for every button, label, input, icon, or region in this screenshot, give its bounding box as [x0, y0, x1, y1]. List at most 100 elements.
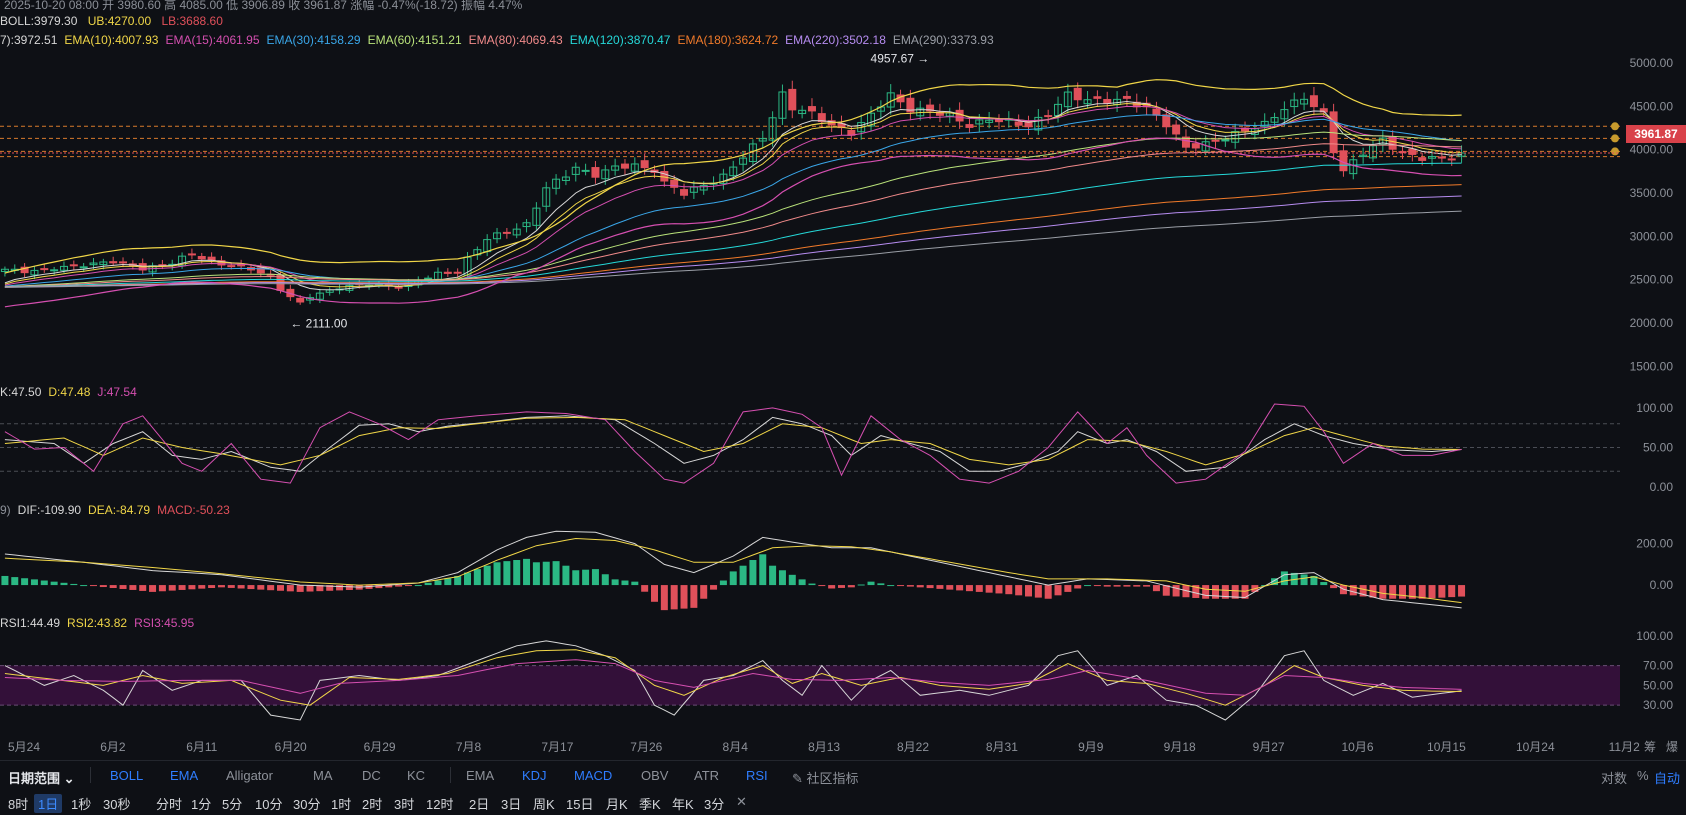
indicator-toolbar: 日期范围 ⌄ BOLL EMA Alligator MA DC KC EMA KDJ MACD…: [0, 760, 1686, 789]
timeframe-18[interactable]: 季K: [639, 797, 661, 812]
date-axis-tick-label: 8月22: [897, 740, 929, 754]
candle-body: [1378, 137, 1387, 145]
macd-histogram-bar: [769, 565, 777, 586]
date-axis-tick-label: 8月31: [986, 740, 1018, 754]
macd_legend-legend-item: MACD:-50.23: [157, 503, 230, 517]
macd-histogram-bar: [129, 585, 137, 590]
indicator-ema-sub-button[interactable]: EMA: [466, 768, 495, 783]
timeframe-5[interactable]: 1分: [191, 797, 212, 812]
indicator-ma-button[interactable]: MA: [313, 768, 333, 783]
macd-histogram-bar: [168, 585, 176, 591]
community-indicators-button[interactable]: ✎ 社区指标: [792, 768, 859, 787]
timeframe-0[interactable]: 8时: [8, 797, 29, 812]
macd-histogram-bar: [838, 585, 845, 588]
close-icon[interactable]: ✕: [736, 794, 747, 809]
macd-axis-tick-label: 200.00: [1636, 537, 1673, 551]
candle-body: [807, 106, 816, 112]
date-axis-tick-label: 6月29: [364, 740, 396, 754]
macd-histogram-bar: [582, 569, 590, 586]
candle-body: [611, 165, 620, 171]
candle-body: [109, 261, 118, 264]
percent-scale-toggle[interactable]: %: [1637, 768, 1649, 783]
indicator-dc-button[interactable]: DC: [362, 768, 381, 783]
timeframe-3[interactable]: 30秒: [103, 797, 131, 812]
timeframe-20[interactable]: 3分: [704, 797, 725, 812]
timeframe-15[interactable]: 周K: [533, 797, 555, 812]
indicator-rsi-button[interactable]: RSI: [746, 768, 768, 783]
macd-histogram-bar: [1428, 585, 1436, 599]
rsi-axis-tick-label: 100.00: [1636, 629, 1673, 643]
macd-histogram-bar: [1034, 585, 1042, 598]
timeframe-8[interactable]: 30分: [293, 797, 321, 812]
macd-histogram-bar: [877, 583, 885, 586]
macd-histogram-bar: [70, 583, 78, 586]
indicator-kdj-button[interactable]: KDJ: [522, 768, 547, 783]
kdj-axis-tick-label: 50.00: [1643, 441, 1673, 455]
timeframe-6[interactable]: 5分: [222, 797, 243, 812]
candle-body: [1300, 98, 1309, 105]
rsi-legend: RSI1:44.49 RSI2:43.82 RSI3:45.95: [0, 616, 201, 630]
macd-histogram-bar: [50, 581, 58, 586]
indicator-obv-button[interactable]: OBV: [641, 768, 669, 783]
macd-histogram-bar: [700, 585, 708, 599]
kdj_legend-legend-item: K:47.50: [0, 385, 42, 399]
candle-body: [40, 268, 49, 271]
kdj-legend: K:47.50 D:47.48 J:47.54: [0, 385, 144, 399]
timeframe-7[interactable]: 10分: [255, 797, 283, 812]
timeframe-13[interactable]: 2日: [469, 797, 490, 812]
indicator-ema-button[interactable]: EMA: [170, 768, 199, 783]
macd-histogram-bar: [1133, 585, 1141, 587]
toolbar-separator: [90, 767, 91, 783]
kdj-axis-tick-label: 100.00: [1636, 401, 1673, 415]
macd-axis-tick-label: 0.00: [1650, 578, 1674, 592]
macd-histogram-bar: [1192, 585, 1200, 598]
macd-histogram-bar: [1182, 585, 1190, 598]
indicator-boll-button[interactable]: BOLL: [110, 768, 144, 783]
kdj-axis-tick-label: 0.00: [1650, 480, 1674, 494]
timeframe-17[interactable]: 月K: [606, 797, 628, 812]
timeframe-14[interactable]: 3日: [501, 797, 522, 812]
macd-histogram-bar: [651, 585, 658, 602]
indicator-alligator-button[interactable]: Alligator: [226, 768, 273, 783]
date-axis-tick-label: 7月17: [541, 740, 573, 754]
macd-histogram-bar: [30, 579, 38, 586]
chart-canvas[interactable]: 1500.00 2000.00 2500.00 3000.00 3500.00 4000.…: [0, 0, 1686, 760]
indicator-kc-button[interactable]: KC: [407, 768, 426, 783]
timeframe-16[interactable]: 15日: [566, 797, 594, 812]
candle-body: [1221, 139, 1230, 142]
candle-body: [758, 138, 767, 142]
timeframe-11[interactable]: 3时: [394, 797, 415, 812]
candle-body: [227, 265, 236, 268]
macd-dif-line: [4, 530, 1462, 609]
macd-histogram-bar: [1084, 585, 1092, 587]
macd-histogram-bar: [1143, 585, 1151, 587]
macd-histogram-bar: [1093, 585, 1101, 587]
macd-histogram-bar: [956, 585, 964, 591]
candle-body: [817, 113, 826, 123]
timeframe-10[interactable]: 2时: [362, 797, 383, 812]
timeframe-19[interactable]: 年K: [672, 797, 694, 812]
date-axis-tick-label: 10月24: [1516, 740, 1555, 754]
kdj_legend-legend-item: D:47.48: [48, 385, 91, 399]
macd-histogram-bar: [257, 585, 265, 590]
macd-histogram-bar: [286, 585, 294, 592]
log-scale-toggle[interactable]: 对数: [1601, 771, 1628, 786]
rsi_legend-legend-item: RSI1:44.49: [0, 616, 61, 630]
timeframe-4[interactable]: 分时: [156, 797, 183, 812]
alert-marker-icon: [1611, 122, 1619, 131]
timeframe-2[interactable]: 1秒: [71, 797, 92, 812]
timeframe-9[interactable]: 1时: [331, 797, 352, 812]
indicator-macd-button[interactable]: MACD: [574, 768, 613, 783]
candle-body: [1359, 154, 1368, 157]
auto-scale-toggle[interactable]: 自动: [1654, 771, 1681, 786]
ema-290-line: [4, 210, 1462, 288]
date-range-button[interactable]: 日期范围 ⌄: [8, 771, 75, 786]
header.ema_line-legend-item: EMA(80):4069.43: [468, 33, 563, 47]
macd-histogram-bar: [1349, 585, 1357, 596]
date-axis-tick-label: 6月20: [275, 740, 307, 754]
timeframe-12[interactable]: 12时: [426, 797, 454, 812]
indicator-atr-button[interactable]: ATR: [694, 768, 720, 783]
timeframe-1[interactable]: 1日: [34, 794, 63, 813]
candle-body: [1290, 99, 1299, 108]
candle-body: [79, 266, 88, 269]
